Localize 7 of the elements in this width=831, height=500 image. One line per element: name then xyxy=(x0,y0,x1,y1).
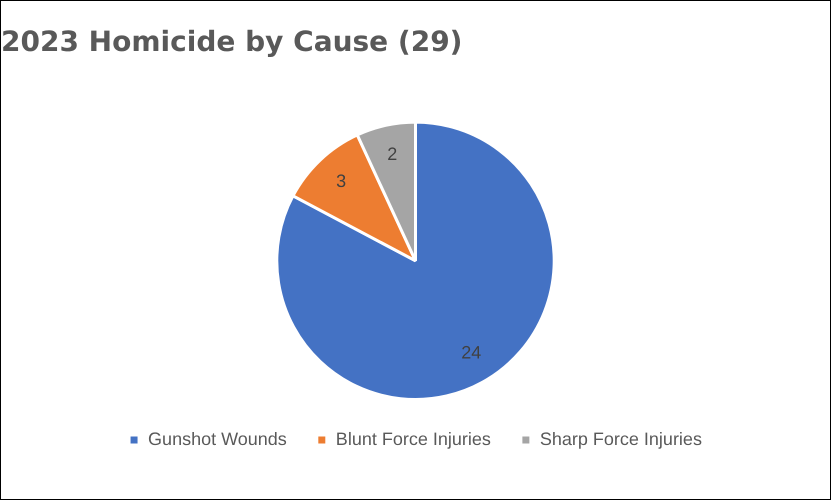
legend-label: Gunshot Wounds xyxy=(148,428,287,449)
data-label: 24 xyxy=(461,342,482,362)
data-label: 3 xyxy=(336,171,346,192)
legend-label: Sharp Force Injuries xyxy=(540,428,702,449)
data-label: 2 xyxy=(387,144,398,164)
chart-title: 2023 Homicide by Cause (29) xyxy=(1,25,462,58)
legend-label: Blunt Force Injuries xyxy=(336,428,491,449)
